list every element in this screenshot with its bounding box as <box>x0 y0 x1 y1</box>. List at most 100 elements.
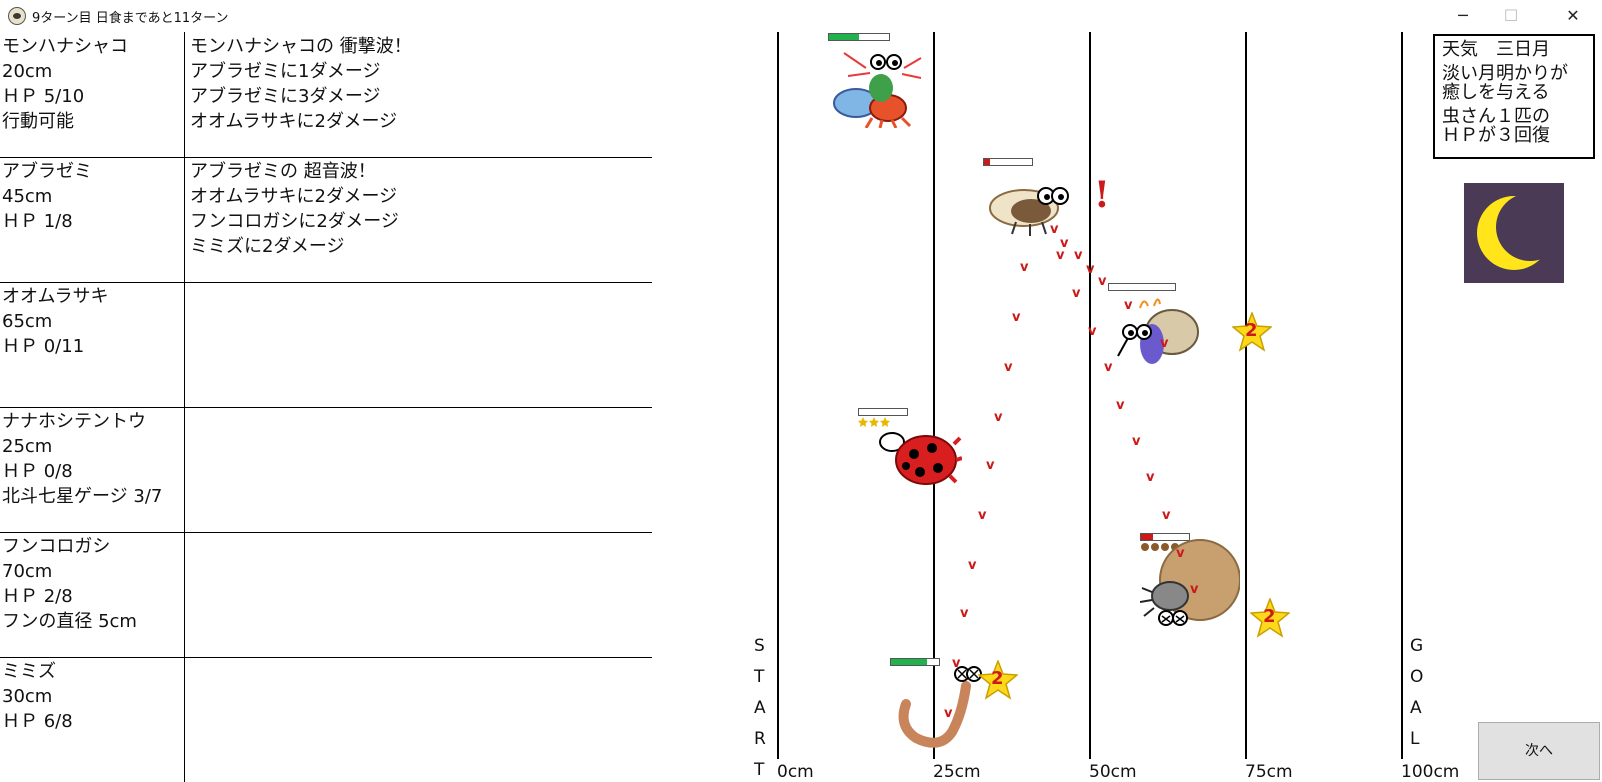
creature-extra: 行動可能 <box>2 111 74 132</box>
status-row-earthworm: ミミズ 30cm ＨＰ 6/8 <box>0 657 652 782</box>
creature-name: モンハナシャコ <box>2 36 128 57</box>
attack-mark: v <box>1088 324 1097 339</box>
hp-fill <box>1141 534 1153 540</box>
attack-mark: v <box>960 606 969 621</box>
creature-distance: 65cm <box>2 311 53 332</box>
creature-name: ミミズ <box>2 661 56 682</box>
attack-mark: v <box>1072 286 1081 301</box>
status-panel: モンハナシャコ 20cm ＨＰ 5/10 行動可能 モンハナシャコの 衝撃波！ … <box>0 32 652 782</box>
row-divider <box>0 657 652 658</box>
track-line-50 <box>1089 32 1091 759</box>
track-line-75 <box>1245 32 1247 759</box>
creature-info: オオムラサキ 65cm ＨＰ 0/11 <box>2 284 182 359</box>
attack-mark: v <box>1074 248 1083 263</box>
goal-letter: A <box>1410 698 1422 718</box>
creature-hp: ＨＰ 0/8 <box>2 461 73 482</box>
status-row-purple-emperor: オオムラサキ 65cm ＨＰ 0/11 <box>0 282 652 407</box>
title-bar: 9ターン目 日食まであと11ターン ─ ☐ ✕ <box>0 0 1602 32</box>
weather-panel: 天気 三日月 淡い月明かりが 癒しを与える 虫さん１匹の ＨＰが３回復 <box>1433 34 1595 159</box>
earthworm-sprite <box>898 666 982 748</box>
status-row-mantis-shrimp: モンハナシャコ 20cm ＨＰ 5/10 行動可能 モンハナシャコの 衝撃波！ … <box>0 32 652 157</box>
creature-hp: ＨＰ 2/8 <box>2 586 73 607</box>
next-button[interactable]: 次へ <box>1478 722 1600 780</box>
attack-mark: v <box>1176 546 1185 561</box>
hp-bar-ladybug <box>858 408 908 416</box>
action-log: アブラゼミの 超音波！ オオムラサキに2ダメージ フンコロガシに2ダメージ ミミ… <box>190 159 650 259</box>
minimize-button[interactable]: ─ <box>1458 6 1468 25</box>
creature-name: アブラゼミ <box>2 161 92 182</box>
attack-mark: v <box>1116 398 1125 413</box>
tick-label-100: 100cm <box>1401 762 1460 782</box>
creature-name: ナナホシテントウ <box>2 411 146 432</box>
creature-name: フンコロガシ <box>2 536 111 557</box>
damage-star: 2 <box>977 658 1019 700</box>
attack-mark: v <box>1056 248 1065 263</box>
creature-hp: ＨＰ 6/8 <box>2 711 73 732</box>
log-line: アブラゼミに1ダメージ <box>190 61 381 82</box>
tick-label-75: 75cm <box>1245 762 1293 782</box>
creature-hp: ＨＰ 0/11 <box>2 336 85 357</box>
ladybug-sprite <box>879 432 962 485</box>
log-line: アブラゼミの 超音波！ <box>190 161 376 182</box>
creature-hp: ＨＰ 1/8 <box>2 211 73 232</box>
status-row-ladybug: ナナホシテントウ 25cm ＨＰ 0/8 北斗七星ゲージ 3/7 <box>0 407 652 532</box>
star-icon <box>977 658 1019 700</box>
hp-bar-purple-emperor <box>1108 283 1176 291</box>
row-divider <box>0 282 652 283</box>
moon-icon <box>1477 193 1564 270</box>
start-letter: A <box>754 698 766 718</box>
creature-extra: 北斗七星ゲージ 3/7 <box>2 486 163 507</box>
attack-mark: v <box>1060 236 1069 251</box>
creature-info: アブラゼミ 45cm ＨＰ 1/8 <box>2 159 182 234</box>
creature-info: ナナホシテントウ 25cm ＨＰ 0/8 北斗七星ゲージ 3/7 <box>2 409 182 509</box>
dung-beetle-sprite <box>1140 539 1240 626</box>
start-letter: T <box>754 760 765 780</box>
start-letter: T <box>754 667 765 687</box>
attack-mark: v <box>1162 508 1171 523</box>
alert-mark: ! <box>1094 174 1110 216</box>
attack-mark: v <box>1098 274 1107 289</box>
maximize-button[interactable]: ☐ <box>1503 6 1519 25</box>
creature-info: モンハナシャコ 20cm ＨＰ 5/10 行動可能 <box>2 34 182 134</box>
close-button[interactable]: ✕ <box>1566 6 1580 25</box>
seven-star-gauge <box>858 417 890 427</box>
star-number: 2 <box>1245 320 1258 341</box>
attack-mark: v <box>944 706 953 721</box>
goal-letter: O <box>1410 667 1424 687</box>
status-row-dung-beetle: フンコロガシ 70cm ＨＰ 2/8 フンの直径 5cm <box>0 532 652 657</box>
window-title: 9ターン目 日食まであと11ターン <box>32 11 229 26</box>
attack-mark: v <box>1086 262 1095 277</box>
attack-mark: v <box>1004 360 1013 375</box>
attack-mark: v <box>1190 582 1199 597</box>
hp-bar-mantis-shrimp <box>828 33 890 41</box>
creature-distance: 20cm <box>2 61 53 82</box>
creature-extra: フンの直径 5cm <box>2 611 137 632</box>
log-line: オオムラサキに2ダメージ <box>190 186 398 207</box>
row-divider <box>0 157 652 158</box>
tick-label-25: 25cm <box>933 762 981 782</box>
creature-hp: ＨＰ 5/10 <box>2 86 85 107</box>
start-letter: S <box>754 636 765 656</box>
weather-effect: ＨＰが３回復 <box>1442 125 1550 146</box>
log-line: オオムラサキに2ダメージ <box>190 111 398 132</box>
attack-mark: v <box>1020 260 1029 275</box>
attack-mark: v <box>1104 360 1113 375</box>
attack-mark: v <box>1012 310 1021 325</box>
goal-letter: G <box>1410 636 1424 656</box>
hp-fill <box>891 659 927 665</box>
weather-effect: 虫さん１匹の <box>1442 106 1550 127</box>
mantis-shrimp-sprite <box>833 52 922 128</box>
log-line: モンハナシャコの 衝撃波！ <box>190 36 412 57</box>
start-letter: R <box>754 729 766 749</box>
star-number: 2 <box>991 668 1004 689</box>
action-log: モンハナシャコの 衝撃波！ アブラゼミに1ダメージ アブラゼミに3ダメージ オオ… <box>190 34 650 134</box>
column-divider <box>184 32 185 782</box>
creature-distance: 25cm <box>2 436 53 457</box>
weather-title: 天気 三日月 <box>1442 39 1550 60</box>
hp-bar-cicada <box>983 158 1033 166</box>
row-divider <box>0 407 652 408</box>
crescent-moon-icon <box>1464 183 1564 283</box>
track-line-100 <box>1401 32 1403 759</box>
tick-label-50: 50cm <box>1089 762 1137 782</box>
